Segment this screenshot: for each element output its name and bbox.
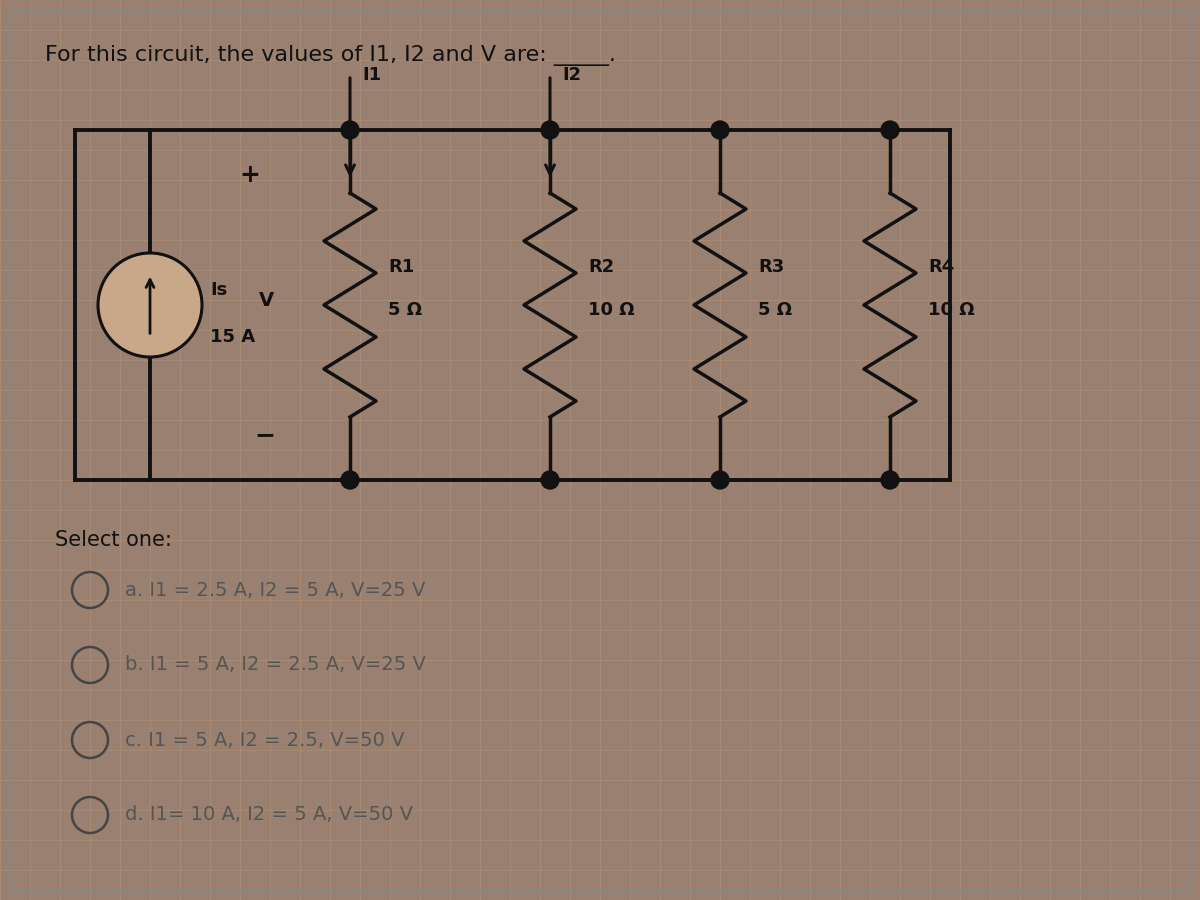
Text: R3: R3 (758, 258, 785, 276)
Text: R1: R1 (388, 258, 414, 276)
Circle shape (98, 253, 202, 357)
Circle shape (710, 121, 730, 139)
Text: Select one:: Select one: (55, 530, 172, 550)
Text: c. I1 = 5 A, I2 = 2.5, V=50 V: c. I1 = 5 A, I2 = 2.5, V=50 V (125, 731, 404, 750)
Text: d. I1= 10 A, I2 = 5 A, V=50 V: d. I1= 10 A, I2 = 5 A, V=50 V (125, 806, 413, 824)
Circle shape (541, 121, 559, 139)
Circle shape (881, 471, 899, 489)
Circle shape (341, 121, 359, 139)
Text: R4: R4 (928, 258, 954, 276)
Circle shape (710, 471, 730, 489)
Text: b. I1 = 5 A, I2 = 2.5 A, V=25 V: b. I1 = 5 A, I2 = 2.5 A, V=25 V (125, 655, 426, 674)
Text: 15 A: 15 A (210, 328, 256, 346)
Text: I1: I1 (362, 66, 382, 84)
Text: I2: I2 (562, 66, 581, 84)
Text: For this circuit, the values of I1, I2 and V are: _____.: For this circuit, the values of I1, I2 a… (46, 45, 616, 66)
Text: 10 Ω: 10 Ω (588, 301, 635, 319)
Text: 10 Ω: 10 Ω (928, 301, 974, 319)
Text: V: V (258, 291, 274, 310)
Text: R2: R2 (588, 258, 614, 276)
Text: 5 Ω: 5 Ω (758, 301, 792, 319)
Circle shape (881, 121, 899, 139)
Text: +: + (240, 163, 260, 187)
Circle shape (341, 471, 359, 489)
Text: −: − (254, 423, 276, 447)
Circle shape (541, 471, 559, 489)
Text: Is: Is (210, 281, 227, 299)
Text: a. I1 = 2.5 A, I2 = 5 A, V=25 V: a. I1 = 2.5 A, I2 = 5 A, V=25 V (125, 580, 425, 599)
Text: 5 Ω: 5 Ω (388, 301, 422, 319)
